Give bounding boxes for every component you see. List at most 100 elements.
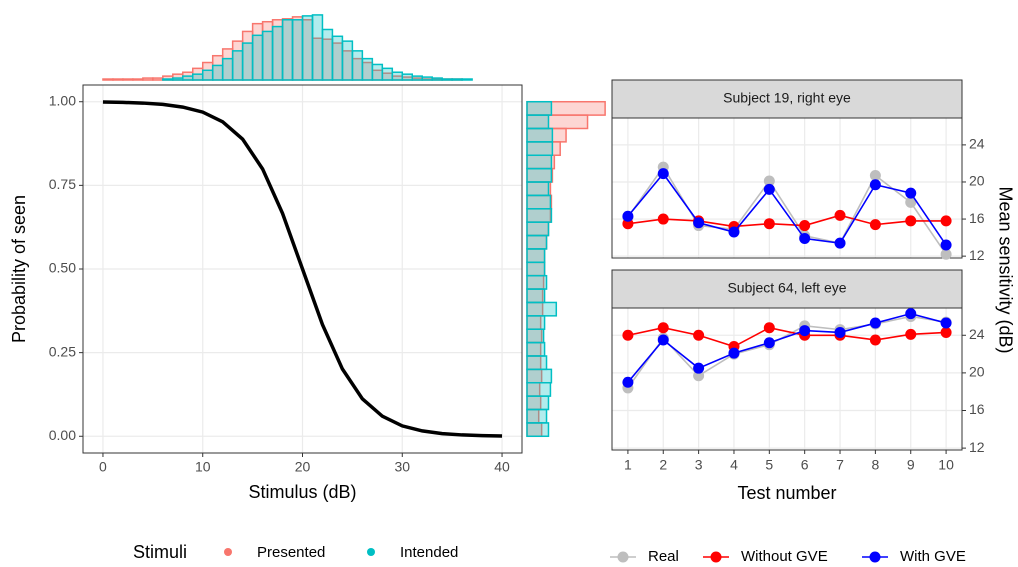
hist-bar bbox=[441, 78, 453, 81]
point bbox=[622, 329, 634, 341]
point bbox=[869, 169, 881, 181]
point bbox=[940, 239, 952, 251]
y-axis-label: Probability of seen bbox=[9, 195, 29, 343]
series-line bbox=[627, 214, 947, 228]
y2-tick-label: 12 bbox=[969, 247, 985, 263]
hist-bar bbox=[411, 75, 423, 81]
hist-bar bbox=[331, 35, 344, 81]
hist-bar bbox=[371, 63, 384, 81]
point bbox=[763, 218, 775, 230]
point bbox=[905, 308, 917, 320]
hist-bar bbox=[192, 73, 204, 81]
point bbox=[657, 322, 669, 334]
hist-bar bbox=[211, 64, 224, 81]
hist-bar bbox=[341, 40, 354, 81]
point bbox=[693, 329, 705, 341]
hist-bar bbox=[351, 50, 364, 81]
x-tick-label: 10 bbox=[938, 457, 954, 473]
legend-point bbox=[869, 551, 881, 563]
hist-bar bbox=[271, 25, 284, 81]
point bbox=[657, 213, 669, 225]
hist-bar bbox=[102, 78, 114, 81]
x-tick-label: 6 bbox=[801, 457, 809, 473]
y-tick-label: 1.00 bbox=[49, 92, 76, 108]
y2-tick-label: 16 bbox=[969, 210, 985, 226]
point bbox=[693, 370, 705, 382]
point bbox=[940, 248, 952, 260]
legend-label: Presented bbox=[257, 544, 325, 561]
hist-bar bbox=[526, 368, 553, 384]
hist-bar bbox=[526, 154, 553, 170]
point bbox=[799, 220, 811, 232]
hist-bar bbox=[451, 78, 463, 81]
x-tick-label: 30 bbox=[394, 459, 410, 475]
series-line bbox=[627, 312, 947, 383]
point bbox=[693, 217, 705, 229]
hist-bar bbox=[526, 341, 546, 357]
y2-tick-label: 24 bbox=[969, 136, 985, 152]
hist-bar bbox=[361, 57, 374, 81]
y2-tick-label: 12 bbox=[969, 439, 985, 455]
y-tick-label: 0.25 bbox=[49, 343, 76, 359]
hist-bar bbox=[221, 57, 234, 81]
strip bbox=[611, 79, 963, 119]
hist-bar bbox=[301, 15, 314, 81]
strip-label: Subject 64, left eye bbox=[727, 280, 846, 296]
hist-bar bbox=[526, 355, 548, 371]
legend-title: Stimuli bbox=[133, 542, 187, 562]
hist-bar bbox=[526, 261, 546, 277]
hist-bar bbox=[142, 77, 154, 81]
point bbox=[657, 168, 669, 180]
legend-label: Without GVE bbox=[741, 548, 828, 565]
point bbox=[834, 237, 846, 249]
hist-bar bbox=[251, 34, 264, 81]
hist-bar bbox=[182, 75, 194, 81]
hist-bar bbox=[526, 221, 550, 237]
point bbox=[657, 334, 669, 346]
hist-bar bbox=[526, 395, 550, 411]
x-tick-label: 8 bbox=[871, 457, 879, 473]
y2-tick-label: 24 bbox=[969, 326, 985, 342]
point bbox=[905, 196, 917, 208]
hist-bar bbox=[526, 422, 550, 438]
strip-label: Subject 19, right eye bbox=[723, 90, 851, 106]
hist-bar bbox=[526, 408, 548, 424]
point bbox=[869, 334, 881, 346]
hist-bar bbox=[112, 78, 124, 81]
y2-tick-label: 20 bbox=[969, 364, 985, 380]
point bbox=[799, 233, 811, 245]
point bbox=[728, 347, 740, 359]
y2-tick-label: 20 bbox=[969, 173, 985, 189]
x-axis-label: Stimulus (dB) bbox=[248, 482, 356, 502]
hist-bar bbox=[526, 114, 550, 130]
hist-bar bbox=[526, 248, 546, 264]
point bbox=[763, 175, 775, 187]
panel-border bbox=[611, 307, 963, 451]
point bbox=[905, 328, 917, 340]
point bbox=[622, 376, 634, 388]
point bbox=[940, 215, 952, 227]
hist-bar bbox=[291, 19, 304, 81]
hist-bar bbox=[526, 234, 548, 250]
y2-axis-label: Mean sensitivity (dB) bbox=[995, 186, 1015, 353]
legend-label: Real bbox=[648, 548, 679, 565]
legend-label: With GVE bbox=[900, 548, 966, 565]
hist-bar bbox=[421, 76, 433, 81]
hist-bar bbox=[401, 73, 414, 81]
hist-bar bbox=[526, 167, 553, 183]
hist-bar bbox=[231, 50, 244, 81]
legend-point bbox=[617, 551, 629, 563]
hist-bar bbox=[122, 78, 134, 81]
hist-bar bbox=[241, 42, 254, 81]
point bbox=[693, 362, 705, 374]
x-tick-label: 20 bbox=[295, 459, 311, 475]
hist-bar bbox=[132, 78, 144, 81]
y-tick-label: 0.00 bbox=[49, 427, 76, 443]
point bbox=[869, 219, 881, 231]
hist-bar bbox=[526, 301, 558, 317]
point bbox=[834, 209, 846, 221]
point bbox=[869, 179, 881, 191]
hist-bar bbox=[162, 78, 174, 81]
point bbox=[940, 317, 952, 329]
